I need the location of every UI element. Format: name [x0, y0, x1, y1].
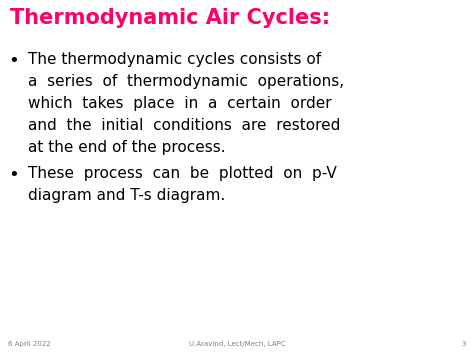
Text: •: •	[8, 52, 19, 70]
Text: a  series  of  thermodynamic  operations,: a series of thermodynamic operations,	[28, 74, 344, 89]
Text: at the end of the process.: at the end of the process.	[28, 140, 226, 155]
Text: and  the  initial  conditions  are  restored: and the initial conditions are restored	[28, 118, 340, 133]
Text: The thermodynamic cycles consists of: The thermodynamic cycles consists of	[28, 52, 321, 67]
Text: •: •	[8, 166, 19, 184]
Text: diagram and T-s diagram.: diagram and T-s diagram.	[28, 188, 225, 203]
Text: These  process  can  be  plotted  on  p-V: These process can be plotted on p-V	[28, 166, 337, 181]
Text: 3: 3	[462, 341, 466, 347]
Text: Thermodynamic Air Cycles:: Thermodynamic Air Cycles:	[10, 8, 330, 28]
Text: which  takes  place  in  a  certain  order: which takes place in a certain order	[28, 96, 332, 111]
Text: U.Aravind, Lect/Mech, LAPC: U.Aravind, Lect/Mech, LAPC	[189, 341, 285, 347]
Text: 6 April 2022: 6 April 2022	[8, 341, 51, 347]
